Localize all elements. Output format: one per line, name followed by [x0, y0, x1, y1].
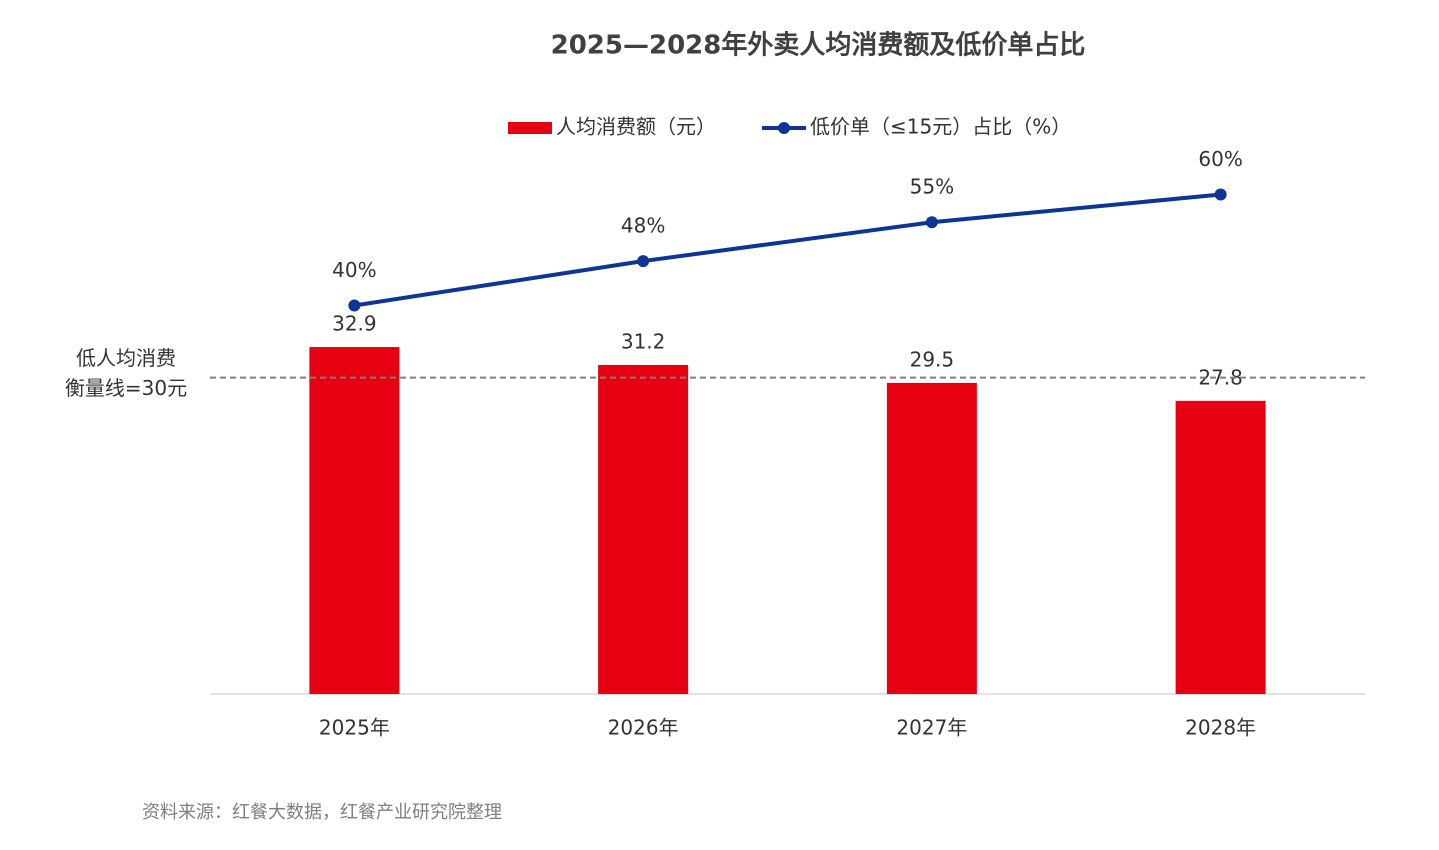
chart-title: 2025—2028年外卖人均消费额及低价单占比: [551, 30, 1086, 61]
legend-swatch: [508, 122, 552, 134]
data-label: 31.2: [621, 329, 666, 353]
point: [925, 216, 938, 229]
line: [354, 192, 1221, 308]
point: [637, 255, 650, 268]
data-label: 60%: [1198, 147, 1242, 171]
x-tick-label: 2025年: [319, 716, 390, 740]
bar: [1175, 400, 1266, 694]
bar: [309, 347, 400, 694]
point: [348, 299, 361, 312]
data-label: 40%: [332, 258, 376, 282]
x-tick-label: 2027年: [896, 716, 967, 740]
x-tick-label: 2028年: [1185, 716, 1256, 740]
bar: [598, 364, 689, 694]
data-label: 29.5: [910, 347, 955, 371]
data-label: 55%: [910, 175, 954, 199]
bar: [886, 382, 977, 694]
point: [1214, 188, 1227, 201]
x-tick-label: 2026年: [608, 716, 679, 740]
source-note: 资料来源：红餐大数据，红餐产业研究院整理: [142, 802, 502, 823]
reference-label: 低人均消费: [76, 346, 176, 370]
data-label: 32.9: [332, 312, 377, 336]
data-label: 48%: [621, 214, 665, 238]
legend-label: 低价单（≤15元）占比（%）: [810, 115, 1071, 139]
legend-label: 人均消费额（元）: [556, 115, 716, 139]
reference-label: 衡量线=30元: [65, 376, 187, 400]
legend-swatch: [778, 122, 790, 134]
